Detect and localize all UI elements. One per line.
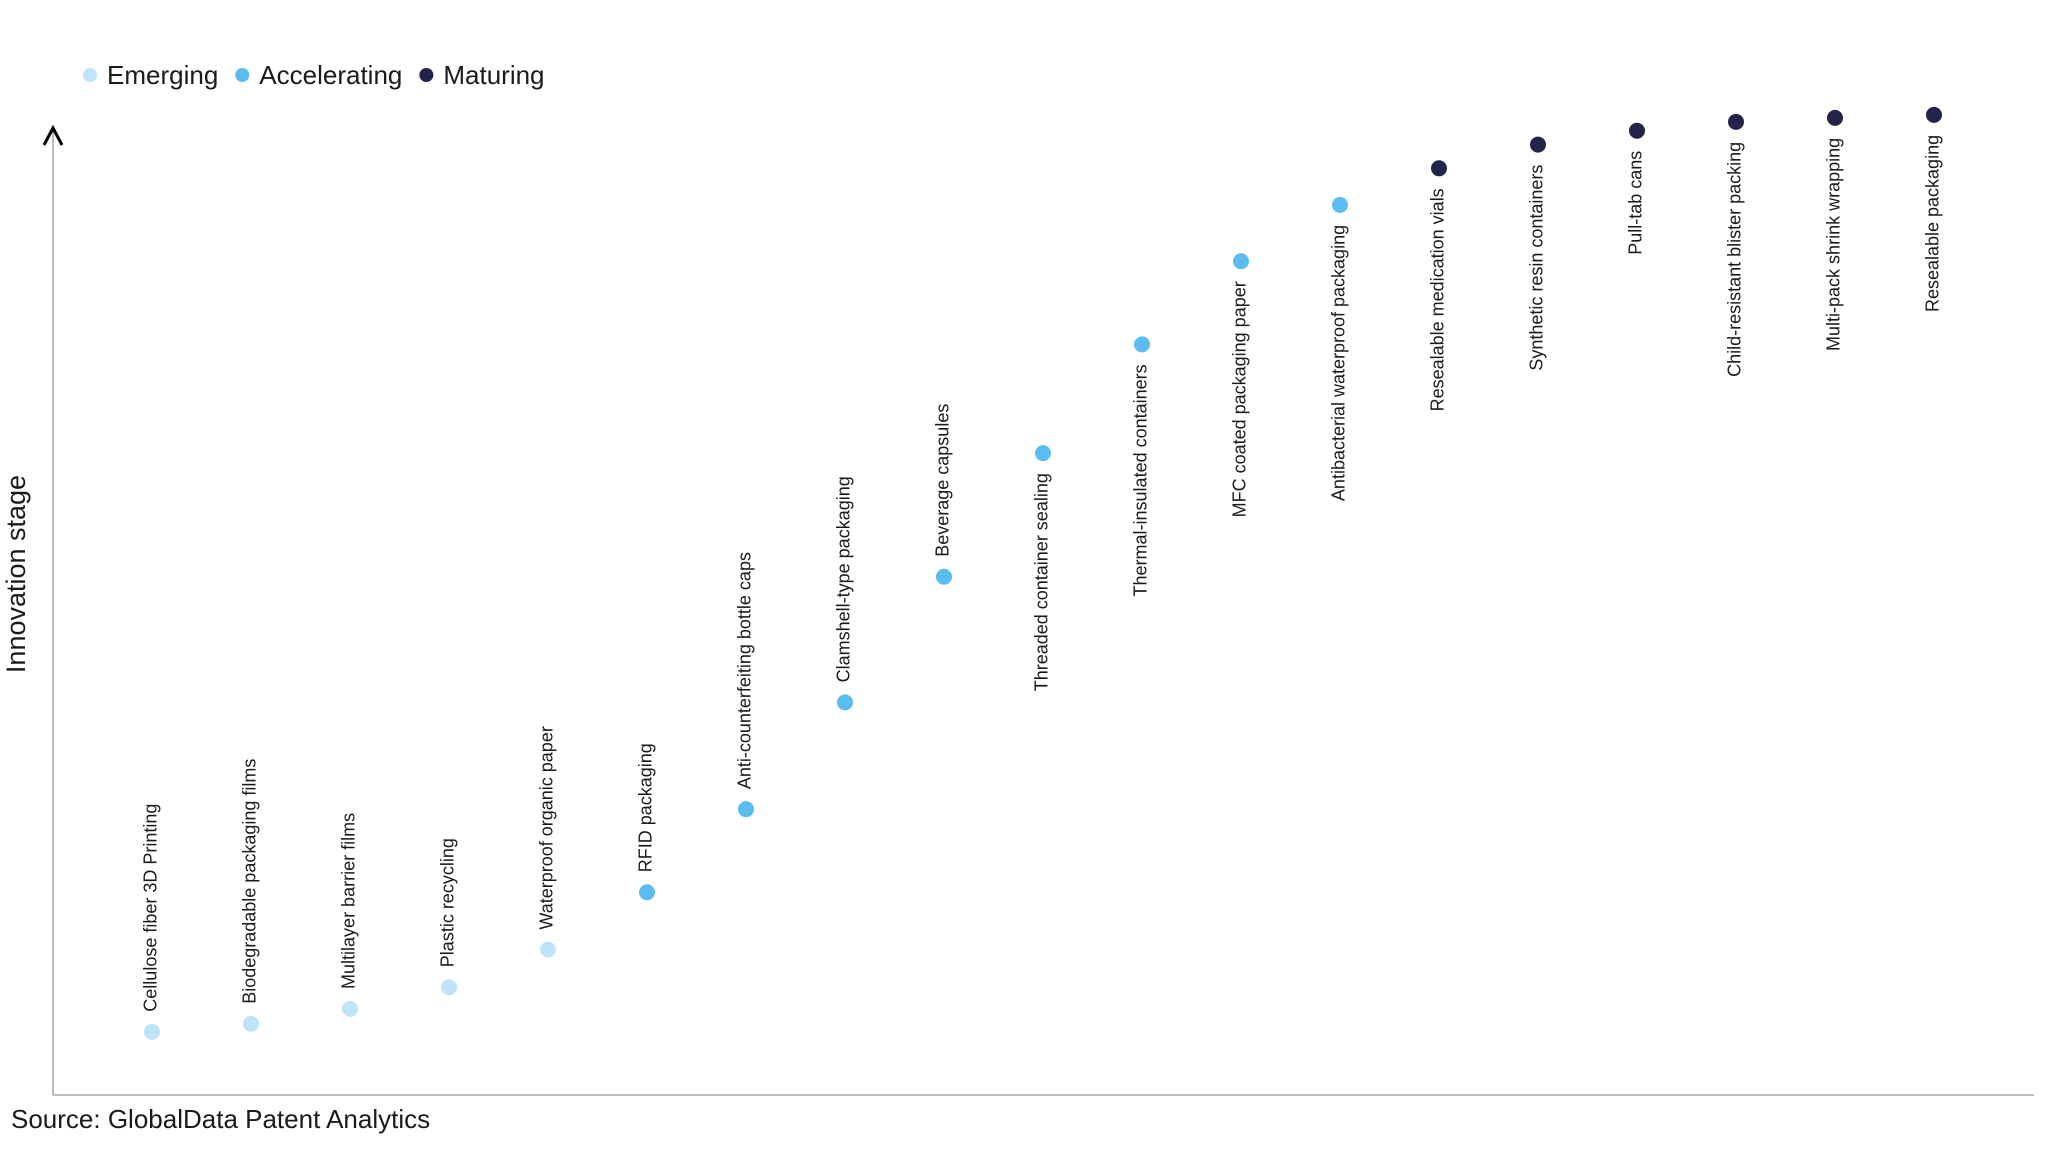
point-label: MFC coated packaging paper — [1230, 281, 1250, 517]
point-label: Clamshell-type packaging — [834, 476, 854, 682]
point-label: Cellulose fiber 3D Printing — [141, 804, 161, 1012]
data-point — [1332, 196, 1348, 213]
legend-label: Accelerating — [259, 60, 402, 90]
point-label: Multilayer barrier films — [339, 813, 359, 989]
axis-arrow — [42, 124, 64, 146]
point-label: Pull-tab cans — [1626, 151, 1646, 255]
point-label: Biodegradable packaging films — [240, 759, 260, 1004]
data-point — [540, 941, 556, 958]
data-point — [243, 1015, 259, 1032]
legend-label: Emerging — [107, 60, 218, 90]
point-label: Beverage capsules — [933, 404, 953, 557]
point-label: Child-resistant blister packing — [1725, 142, 1745, 377]
point-label: Resealable packaging — [1923, 135, 1943, 312]
data-point — [144, 1023, 160, 1040]
point-label: Synthetic resin containers — [1527, 165, 1547, 371]
point-label: Threaded container sealing — [1032, 473, 1052, 691]
legend-swatch — [419, 68, 434, 82]
point-label: Resealable medication vials — [1428, 188, 1448, 411]
y-axis-title: Innovation stage — [1, 475, 31, 673]
data-point — [738, 801, 754, 818]
point-label: Antibacterial waterproof packaging — [1329, 225, 1349, 501]
legend-label: Maturing — [443, 60, 544, 90]
legend-swatch — [235, 68, 250, 82]
data-point — [1035, 445, 1051, 462]
data-point — [1431, 160, 1447, 177]
legend: Emerging Accelerating Maturing — [83, 60, 545, 90]
point-label: Waterproof organic paper — [537, 726, 557, 929]
data-point — [1629, 122, 1645, 139]
data-point — [1530, 136, 1546, 153]
point-label: Anti-counterfeiting bottle caps — [735, 552, 755, 789]
legend-swatch — [83, 68, 97, 82]
data-point — [639, 884, 655, 901]
data-point — [837, 694, 853, 711]
data-point — [441, 979, 457, 996]
data-point — [1827, 109, 1843, 126]
source-note: Source: GlobalData Patent Analytics — [11, 1104, 430, 1134]
point-label: RFID packaging — [636, 743, 656, 872]
point-label: Multi-pack shrink wrapping — [1824, 138, 1844, 351]
data-point — [936, 568, 952, 585]
data-point — [1926, 106, 1942, 123]
data-point — [1233, 253, 1249, 270]
point-label: Thermal-insulated containers — [1131, 364, 1151, 596]
data-point — [1134, 336, 1150, 353]
data-point — [1728, 113, 1744, 130]
data-point — [342, 1000, 358, 1017]
point-label: Plastic recycling — [438, 838, 458, 967]
